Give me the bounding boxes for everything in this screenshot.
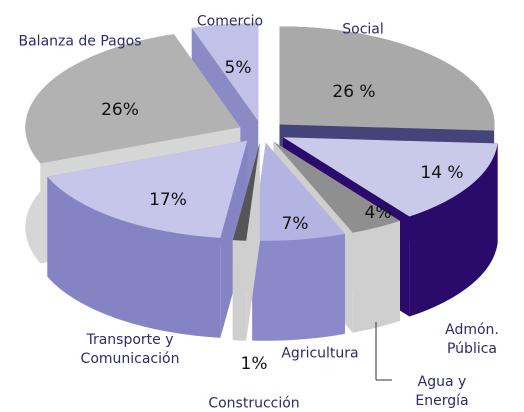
slice-side [409,143,498,317]
slice [283,137,498,217]
category-label: Admón. Pública [445,322,499,357]
value-label: 26% [101,100,139,120]
category-label: Construcción [208,395,300,412]
category-label: Agricultura [281,345,359,362]
slice [279,26,495,131]
value-label: 4% [365,203,392,223]
slice-side [252,233,345,341]
category-label: Comercio [196,13,264,30]
slice [273,141,400,233]
value-label: 7% [282,214,309,234]
slice-side [352,220,400,333]
slice [252,142,345,241]
slice [25,34,241,164]
category-label: Balanza de Pagos [18,33,142,50]
slice-side [47,176,221,338]
slice [47,140,248,238]
value-label: 17% [149,190,187,210]
value-label: 5% [225,58,252,78]
category-label: Transporte y Comunicación [80,332,180,367]
pie [25,23,498,341]
slice [191,23,259,122]
value-label: 14 % [420,163,463,183]
slice-side [232,240,247,341]
value-label: 26 % [332,82,375,102]
category-label: Social [342,21,384,38]
value-label: 1% [241,354,268,374]
category-label: Agua y Energía [415,374,469,409]
slice [232,142,260,241]
